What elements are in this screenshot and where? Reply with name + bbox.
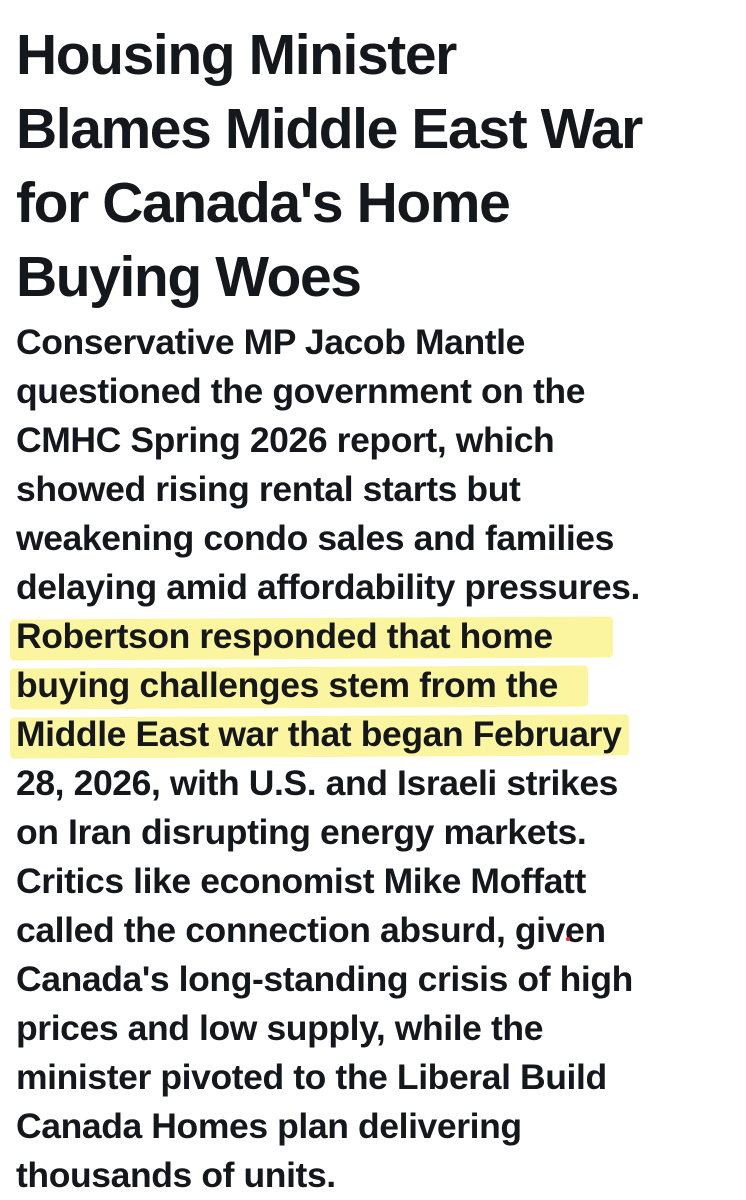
body-line: Critics like economist Mike Moffatt (16, 861, 586, 901)
body-line: on Iran disrupting energy markets. (16, 812, 587, 852)
headline-line: Blames Middle East War (16, 97, 643, 161)
highlighted-body-line: Middle East war that began February (16, 710, 728, 759)
body-line: prices and low supply, while the (16, 1008, 544, 1048)
body-line: weakening condo sales and families (16, 518, 614, 558)
body-line: showed rising rental starts but (16, 469, 521, 509)
body-line: thousands of units. (16, 1155, 336, 1195)
body-line: questioned the government on the (16, 371, 586, 411)
headline-line: Housing Minister (16, 23, 457, 87)
body-line: minister pivoted to the Liberal Build (16, 1057, 607, 1097)
body-line: called the connection absurd, given (16, 910, 606, 950)
body-line: CMHC Spring 2026 report, which (16, 420, 555, 460)
highlight-mark: Robertson responded that home (16, 612, 553, 661)
article-body: Conservative MP Jacob Mantle questioned … (16, 318, 728, 1200)
annotation-dot (566, 937, 570, 941)
body-line: Canada Homes plan delivering (16, 1106, 522, 1146)
body-line: delaying amid affordability pressures. (16, 567, 640, 607)
highlighted-body-line: Robertson responded that home (16, 612, 728, 661)
headline: Housing Minister Blames Middle East War … (16, 18, 728, 314)
headline-line: Buying Woes (16, 245, 362, 309)
highlight-mark: buying challenges stem from the (16, 661, 558, 710)
highlight-mark: Middle East war that began February (16, 710, 622, 759)
highlighted-body-line: buying challenges stem from the (16, 661, 728, 710)
article: Housing Minister Blames Middle East War … (16, 18, 728, 1200)
body-line: Canada's long-standing crisis of high (16, 959, 633, 999)
body-line: 28, 2026, with U.S. and Israeli strikes (16, 763, 619, 803)
body-line: Conservative MP Jacob Mantle (16, 322, 525, 362)
headline-line: for Canada's Home (16, 171, 511, 235)
